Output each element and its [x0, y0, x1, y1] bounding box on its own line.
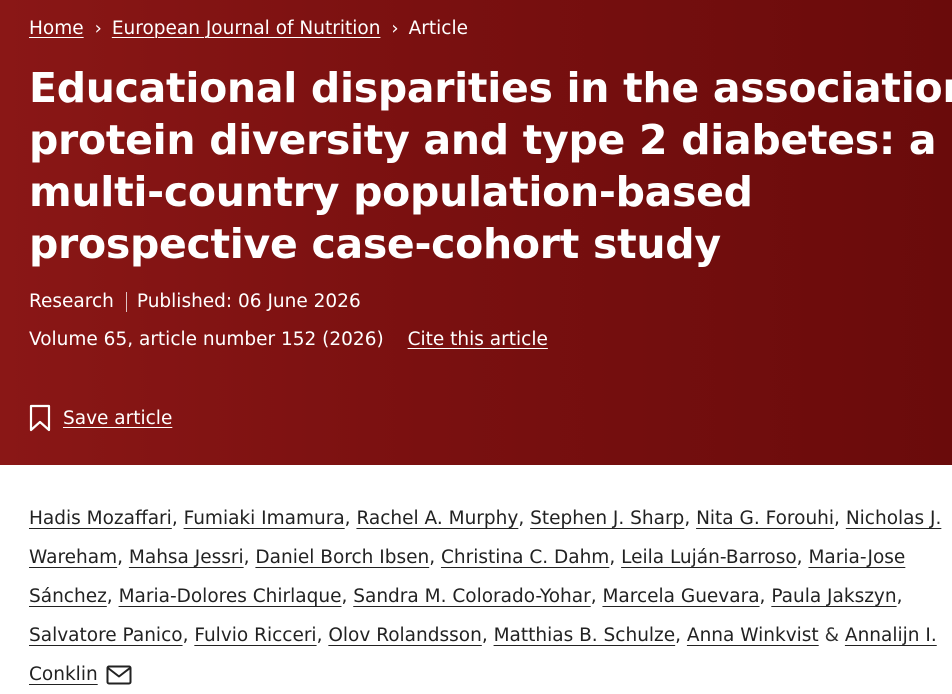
author-link[interactable]: Maria-Dolores Chirlaque [118, 586, 342, 607]
author-link[interactable]: Nita G. Forouhi [696, 508, 835, 529]
author-link[interactable]: Nicholas J. [845, 508, 942, 529]
envelope-icon[interactable] [106, 665, 132, 685]
title-line: multi-country population-based [29, 168, 753, 216]
article-citation-info: Volume 65, article number 152 (2026) Cit… [29, 327, 548, 353]
save-article-button[interactable]: Save article [29, 404, 172, 432]
chevron-right-icon: › [94, 18, 102, 39]
author-link[interactable]: Matthias B. Schulze [493, 625, 676, 646]
cite-article-link[interactable]: Cite this article [407, 329, 548, 350]
article-title: Educational disparities in the associati… [29, 62, 952, 270]
author-link[interactable]: Fulvio Ricceri [194, 625, 317, 646]
author-link[interactable]: Anna Winkvist [686, 625, 819, 646]
author-link[interactable]: Sánchez [29, 586, 107, 607]
author-link[interactable]: Salvatore Panico [29, 625, 183, 646]
and-separator: & [824, 625, 840, 646]
author-link[interactable]: Stephen J. Sharp [530, 508, 685, 529]
author-link[interactable]: Maria-Jose [808, 547, 906, 568]
title-line: protein diversity and type 2 diabetes: a [29, 116, 937, 164]
volume-info: Volume 65, article number 152 (2026) [29, 329, 384, 350]
author-link[interactable]: Marcela Guevara [602, 586, 760, 607]
title-line: prospective case-cohort study [29, 220, 721, 268]
author-link[interactable]: Daniel Borch Ibsen [255, 547, 430, 568]
author-link[interactable]: Rachel A. Murphy [356, 508, 519, 529]
author-list: Hadis Mozaffari, Fumiaki Imamura, Rachel… [29, 508, 942, 685]
title-line: Educational disparities in the associati… [29, 64, 952, 112]
article-header: Home › European Journal of Nutrition › A… [0, 0, 952, 465]
author-link[interactable]: Wareham [29, 547, 118, 568]
chevron-right-icon: › [391, 18, 399, 39]
author-link[interactable]: Fumiaki Imamura [183, 508, 345, 529]
author-link[interactable]: Paula Jakszyn [771, 586, 897, 607]
article-meta: Research Published: 06 June 2026 [29, 289, 361, 315]
author-link[interactable]: Mahsa Jessri [128, 547, 244, 568]
author-link[interactable]: Leila Luján-Barroso [621, 547, 797, 568]
author-link[interactable]: Olov Rolandsson [328, 625, 482, 646]
meta-divider [125, 292, 127, 312]
author-link[interactable]: Hadis Mozaffari [29, 508, 172, 529]
save-article-label: Save article [63, 407, 173, 429]
published-date: Published: 06 June 2026 [136, 291, 361, 312]
breadcrumb-current: Article [408, 18, 468, 39]
breadcrumb: Home › European Journal of Nutrition › A… [29, 16, 468, 42]
bookmark-icon [29, 404, 51, 432]
author-link[interactable]: Conklin [29, 664, 98, 685]
breadcrumb-home-link[interactable]: Home [29, 18, 84, 39]
author-link[interactable]: Christina C. Dahm [440, 547, 610, 568]
author-link[interactable]: Sandra M. Colorado-Yohar [353, 586, 591, 607]
author-link[interactable]: Annalijn I. [844, 625, 937, 646]
breadcrumb-journal-link[interactable]: European Journal of Nutrition [111, 18, 381, 39]
article-type: Research [29, 291, 114, 312]
